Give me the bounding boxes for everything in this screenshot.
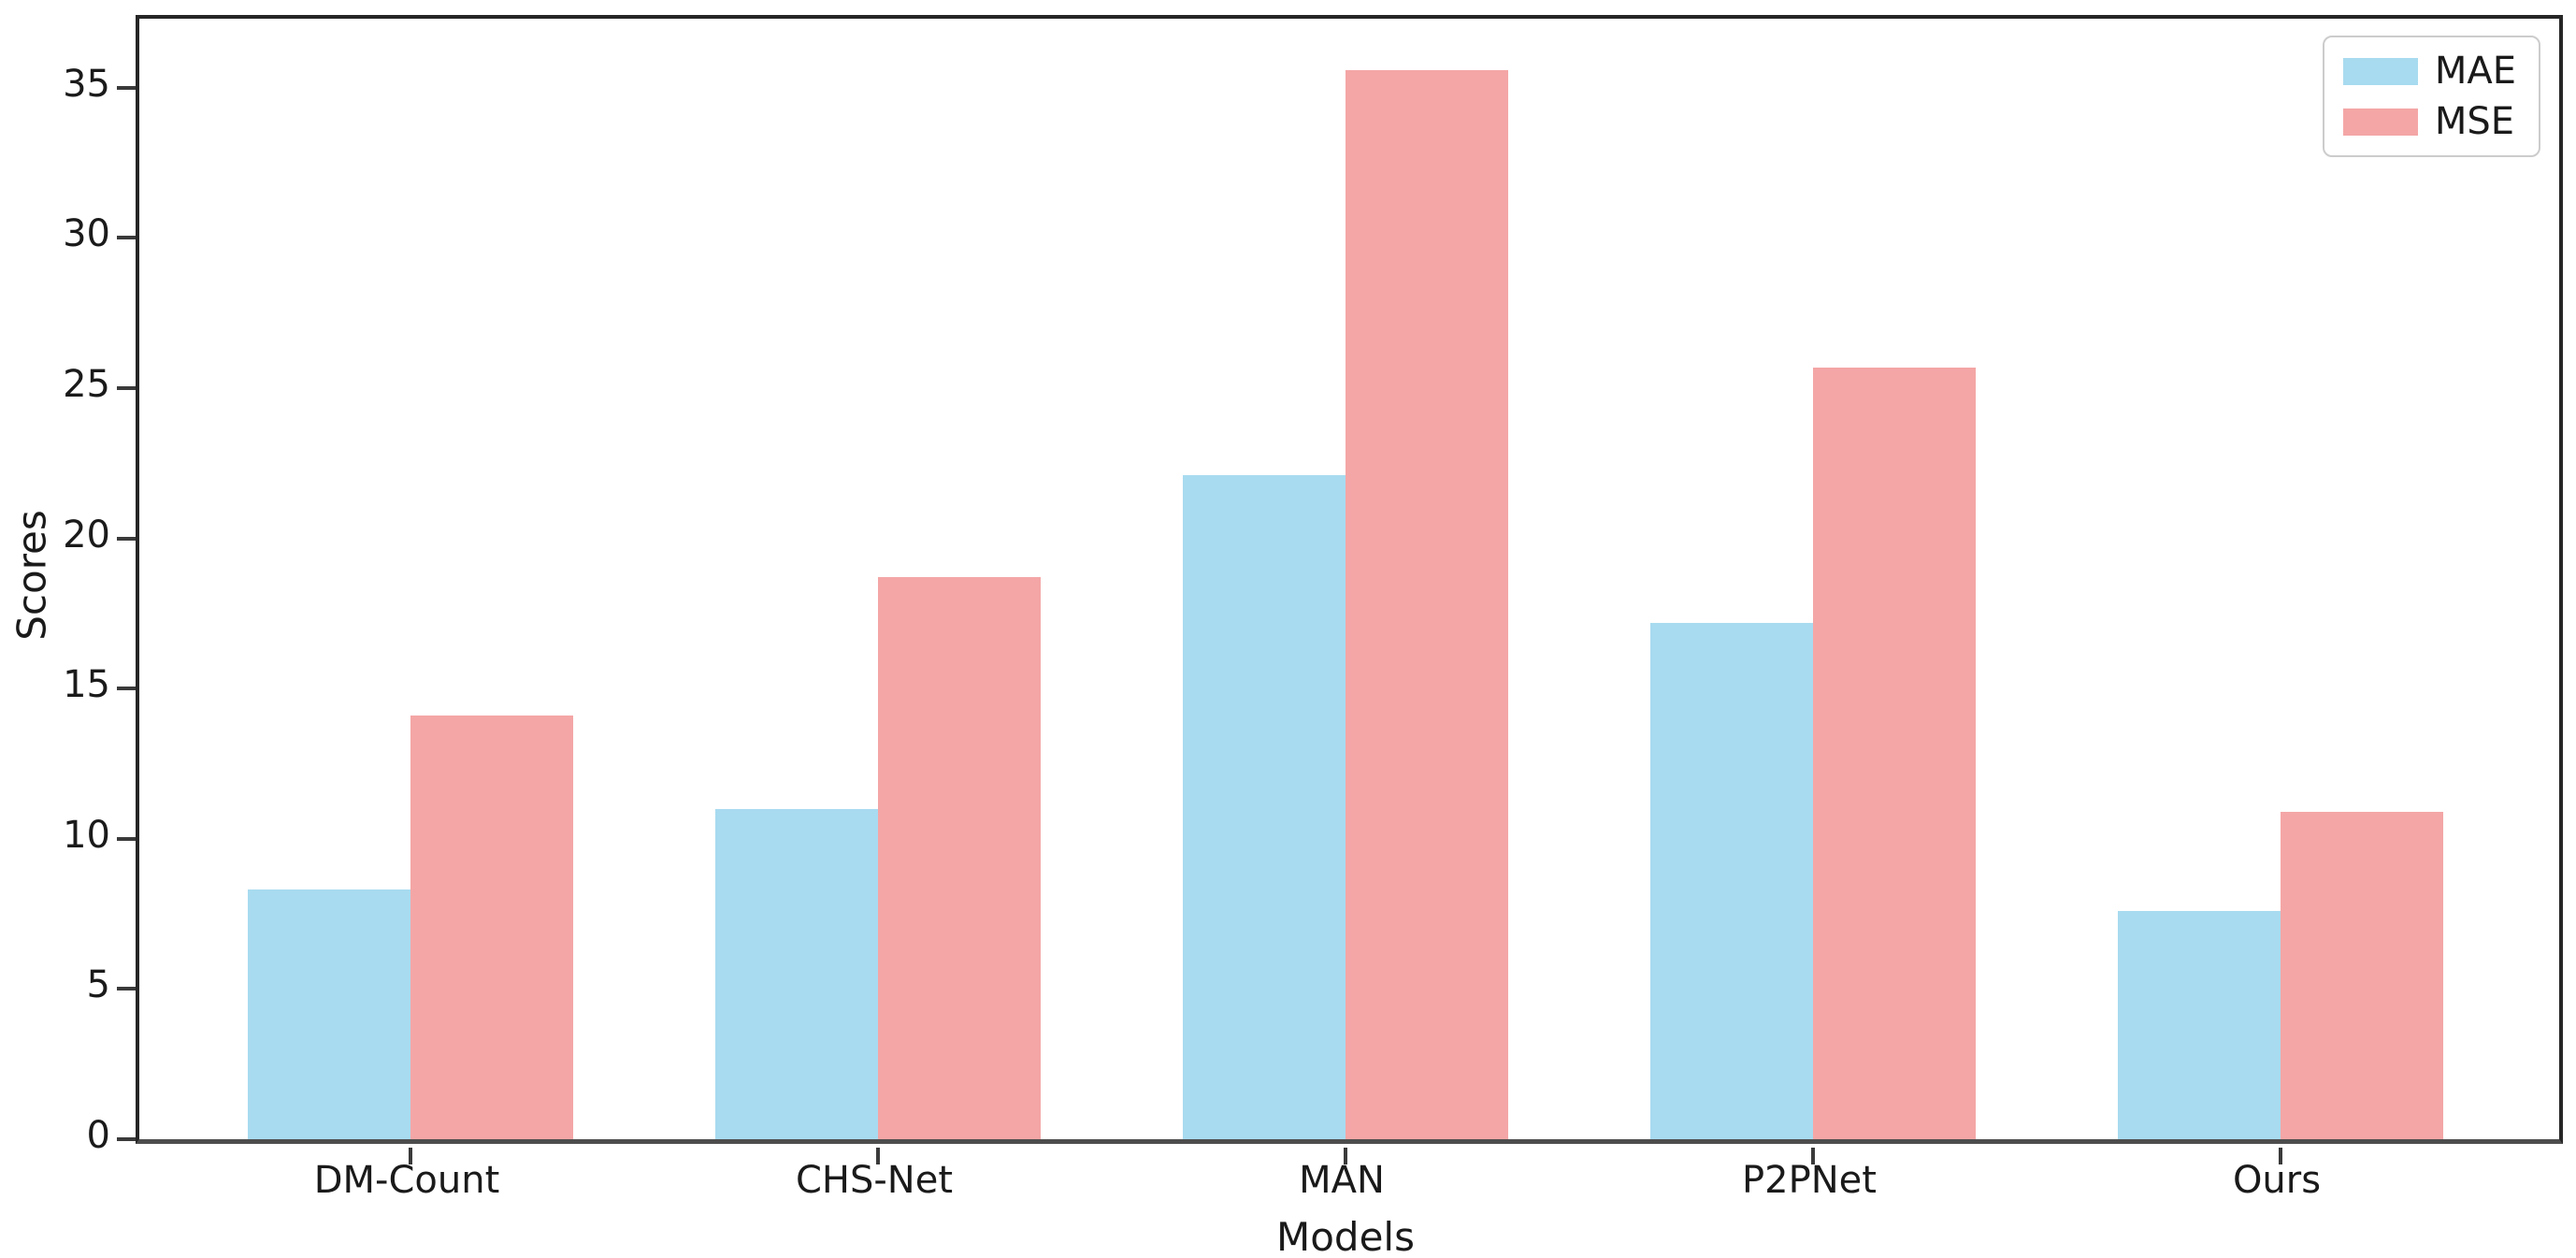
legend-label-mse: MSE (2434, 100, 2515, 143)
legend-swatch-mse (2342, 108, 2418, 136)
bar-mse-dm-count (410, 716, 573, 1139)
legend-row-mse: MSE (2342, 100, 2516, 143)
y-axis-label: Scores (8, 510, 55, 641)
y-tick-mark-35 (117, 85, 136, 90)
legend-row-mae: MAE (2342, 50, 2516, 93)
x-tick-label-p2pnet: P2PNet (1742, 1159, 1877, 1202)
bar-mae-p2pnet (1650, 622, 1813, 1139)
y-tick-label-30: 30 (63, 212, 110, 256)
x-tick-label-man: MAN (1299, 1159, 1385, 1202)
y-tick-mark-15 (117, 687, 136, 691)
y-tick-mark-20 (117, 536, 136, 541)
y-tick-mark-30 (117, 236, 136, 240)
plot-area: MAE MSE (117, 15, 2563, 1164)
y-tick-label-25: 25 (63, 363, 110, 407)
y-tick-mark-0 (117, 1137, 136, 1141)
y-tick-label-5: 5 (86, 963, 110, 1007)
x-tick-mark-p2pnet (1811, 1148, 1815, 1164)
bar-mse-p2pnet (1813, 367, 1976, 1139)
x-tick-label-chs-net: CHS-Net (795, 1159, 954, 1202)
x-tick-mark-dm-count (409, 1148, 412, 1164)
legend-label-mae: MAE (2434, 50, 2516, 93)
x-tick-label-ours: Ours (2232, 1159, 2322, 1202)
y-tick-mark-25 (117, 386, 136, 391)
y-tick-label-10: 10 (63, 813, 110, 857)
x-tick-mark-man (1344, 1148, 1347, 1164)
x-tick-mark-chs-net (876, 1148, 880, 1164)
bar-mae-dm-count (248, 889, 410, 1139)
y-tick-label-0: 0 (86, 1114, 110, 1157)
bar-mae-ours (2118, 910, 2281, 1139)
bar-mae-chs-net (715, 808, 878, 1139)
legend: MAE MSE (2322, 36, 2540, 157)
y-tick-label-35: 35 (63, 62, 110, 106)
x-axis-label: Models (1276, 1214, 1415, 1258)
x-tick-mark-ours (2279, 1148, 2282, 1164)
legend-swatch-mae (2342, 57, 2418, 85)
bar-mae-man (1183, 475, 1346, 1139)
bar-mse-chs-net (878, 577, 1041, 1139)
y-tick-label-15: 15 (63, 663, 110, 707)
bar-mse-ours (2281, 811, 2443, 1139)
y-tick-mark-10 (117, 836, 136, 841)
x-tick-label-dm-count: DM-Count (313, 1159, 500, 1202)
y-tick-label-20: 20 (63, 513, 110, 557)
y-tick-mark-5 (117, 987, 136, 991)
bar-mse-man (1346, 69, 1508, 1139)
